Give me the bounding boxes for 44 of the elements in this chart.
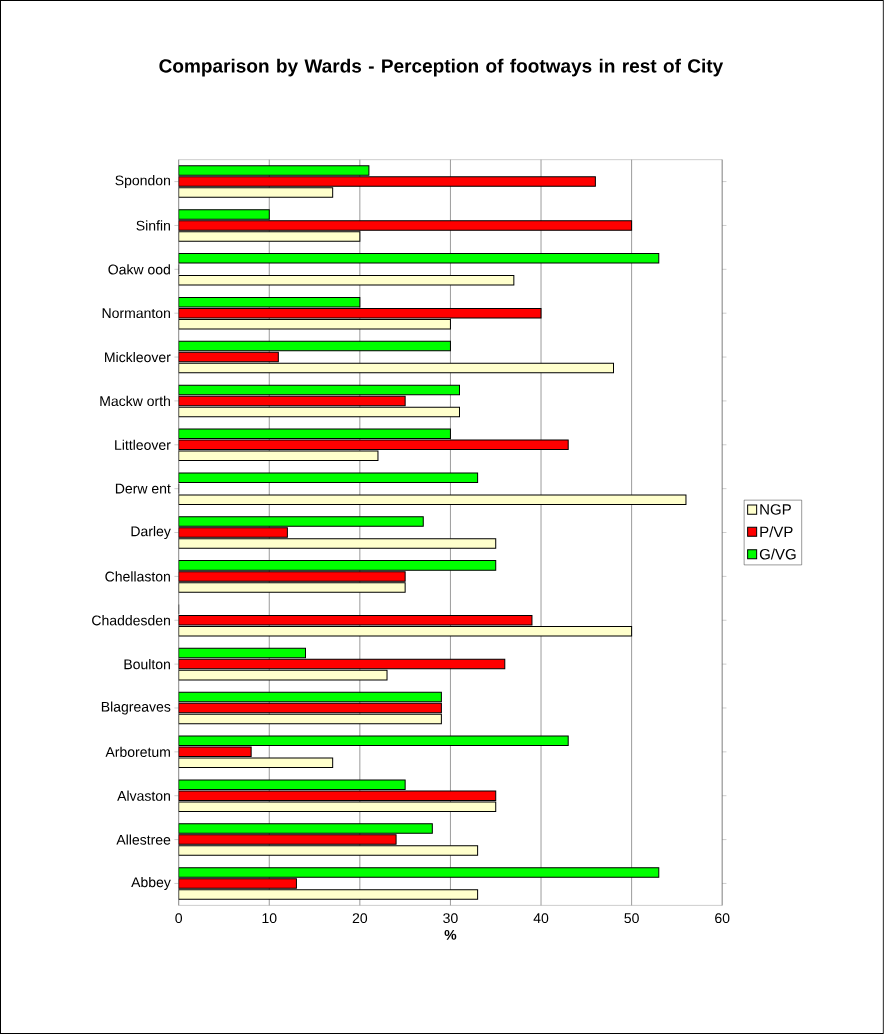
- x-axis-title: %: [444, 929, 457, 940]
- x-tick-label: 20: [352, 913, 368, 924]
- y-tick-label: Spondon: [115, 175, 171, 189]
- x-tick-label: 50: [624, 913, 639, 924]
- y-tick-label: Oakw ood: [108, 264, 171, 275]
- y-tick-label: Sinfin: [136, 220, 171, 231]
- bar: [178, 516, 424, 527]
- y-tick-label: Chaddesden: [92, 615, 171, 626]
- y-tick-label: Littleover: [115, 439, 171, 450]
- y-tick-label: Abbey: [131, 876, 171, 890]
- bar: [178, 823, 433, 834]
- bar: [178, 538, 497, 549]
- bar: [178, 834, 397, 845]
- bar: [178, 176, 596, 187]
- bar: [178, 209, 270, 220]
- legend-label: P/VP: [760, 526, 793, 538]
- legend-label: G/VG: [759, 548, 796, 560]
- y-tick-label: Derw ent: [116, 483, 171, 494]
- bar: [178, 527, 288, 538]
- y-tick-label: Darley: [131, 525, 171, 540]
- bar: [178, 845, 479, 856]
- y-tick-label: Boulton: [124, 658, 171, 670]
- bar: [178, 187, 334, 198]
- y-tick-label: Arboretum: [105, 746, 171, 757]
- legend-label: NGP: [760, 504, 791, 515]
- chart-title: Comparison by Wards - Perception of footways in rest of City: [159, 58, 724, 77]
- x-tick-label: 0: [175, 913, 183, 924]
- y-tick-label: Mackw orth: [100, 395, 171, 407]
- y-tick-label: Blagreaves: [101, 701, 171, 715]
- y-tick-label: Mickleover: [105, 351, 171, 363]
- y-tick-label: Normanton: [102, 308, 171, 319]
- bar: [178, 165, 370, 176]
- x-tick-label: 30: [443, 913, 458, 924]
- y-tick-label: Allestree: [116, 834, 171, 845]
- y-tick-label: Alvaston: [117, 790, 171, 801]
- x-tick-label: 40: [533, 913, 549, 924]
- bar: [178, 889, 479, 900]
- x-tick-label: 10: [262, 913, 277, 924]
- y-tick-label: Chellaston: [105, 571, 171, 582]
- x-tick-label: 60: [715, 913, 730, 924]
- bar: [178, 220, 633, 231]
- bar: [178, 231, 361, 242]
- bar: [178, 878, 298, 889]
- bar: [178, 867, 660, 878]
